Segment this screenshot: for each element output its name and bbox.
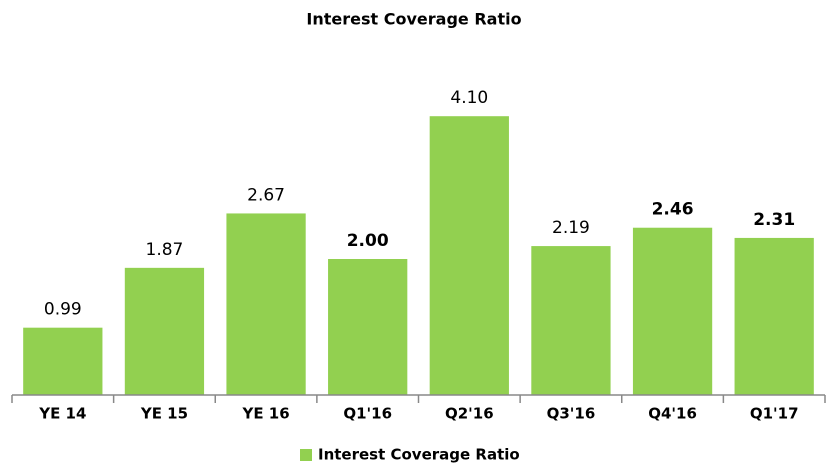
bar (531, 246, 611, 395)
value-label: 2.46 (652, 200, 694, 220)
value-label: 2.67 (247, 185, 285, 205)
x-tick-label: Q2'16 (445, 405, 494, 423)
legend-swatch (300, 449, 312, 461)
x-tick-label: YE 16 (241, 405, 289, 423)
x-tick-label: YE 15 (140, 405, 188, 423)
value-label: 1.87 (146, 240, 184, 260)
x-tick-label: Q3'16 (547, 405, 596, 423)
chart-title: Interest Coverage Ratio (306, 10, 521, 29)
bar (632, 227, 713, 395)
value-label: 2.19 (552, 218, 590, 238)
x-tick-label: YE 14 (38, 405, 86, 423)
x-tick-label: Q4'16 (648, 405, 697, 423)
value-label: 0.99 (44, 300, 82, 320)
bar (23, 327, 103, 395)
bar (429, 116, 509, 395)
bar (226, 213, 306, 395)
x-tick-label: Q1'17 (750, 405, 799, 423)
bar (328, 259, 408, 395)
x-tick-label: Q1'16 (343, 405, 392, 423)
legend-label: Interest Coverage Ratio (318, 446, 520, 464)
value-label: 2.31 (753, 210, 795, 230)
value-label: 4.10 (450, 88, 488, 108)
bar (124, 267, 205, 395)
value-label: 2.00 (347, 231, 389, 251)
bar (734, 237, 814, 395)
